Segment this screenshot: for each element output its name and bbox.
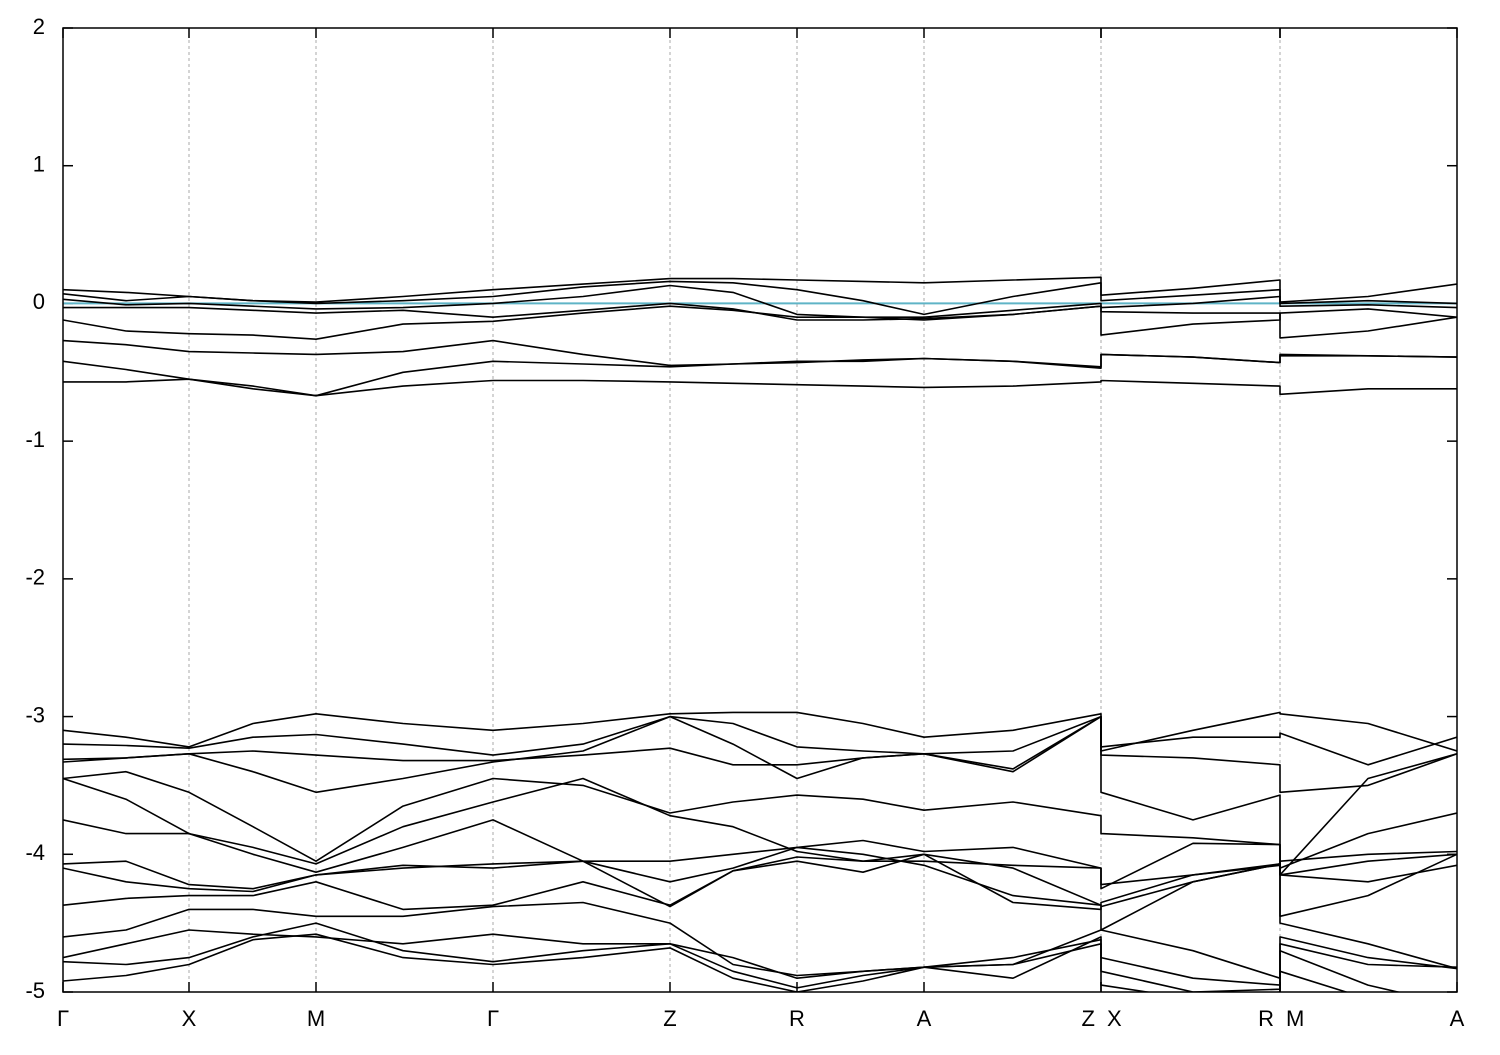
x-tick-label: Γ [57,1006,69,1031]
band-line [63,302,1457,336]
y-tick-label: -5 [25,978,45,1003]
grid [62,27,1458,993]
band-line [63,280,1457,316]
x-tick-label: M [1286,1006,1304,1031]
band-line [63,819,1457,890]
band-line [63,715,1457,876]
plot-frame [62,27,1458,993]
band-line [63,846,1457,918]
band-line [63,901,1457,979]
band-line [63,770,1457,869]
band-line [63,933,1349,992]
band-line [63,284,1457,318]
x-tick-label: M [307,1006,325,1031]
x-tick-label: X [1107,1006,1122,1031]
band-line [63,378,1457,397]
band-line [63,305,1457,340]
band-line [63,715,1457,766]
x-tick-label: R [1258,1006,1274,1031]
y-tick-label: -2 [25,565,45,590]
y-tick-label: -4 [25,840,45,865]
x-tick-label: A [1450,1006,1465,1031]
band-line [63,711,1457,752]
axis-labels: 210-1-2-3-4-5Γ X M Γ Z R A Z X R M A [25,14,1464,1031]
y-tick-label: 1 [33,152,45,177]
band-line [63,777,1457,886]
x-tick-label: X [182,1006,197,1031]
x-tick-label: Z [663,1006,676,1031]
y-tick-label: 2 [33,14,45,39]
x-tick-label: Γ [487,1006,499,1031]
plot-area [63,276,1457,992]
x-tick-label: Z [1082,1006,1095,1031]
y-tick-label: -1 [25,427,45,452]
band-line [63,853,1457,911]
y-tick-label: 0 [33,289,45,314]
x-tick-label: A [917,1006,932,1031]
y-tick-label: -3 [25,702,45,727]
band-line [63,353,1457,397]
band-line [63,853,1457,970]
band-line [63,929,1457,989]
band-line [63,715,1457,794]
band-line [63,922,1402,992]
x-tick-label: R [789,1006,805,1031]
